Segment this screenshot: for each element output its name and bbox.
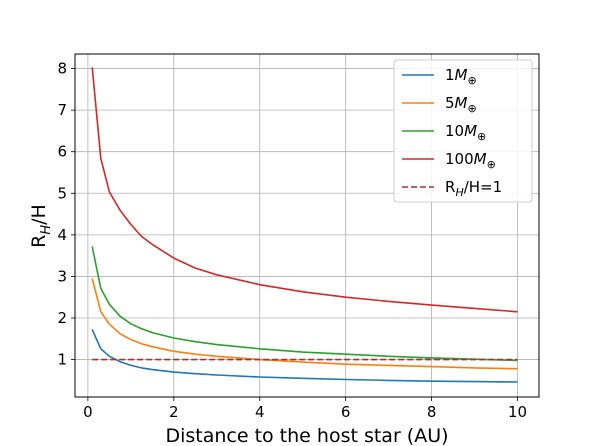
legend-label-count: 10 (445, 122, 464, 140)
series-line-5m (91, 278, 518, 370)
x-tick-label: 8 (427, 403, 437, 421)
legend-box (393, 59, 533, 203)
legend: 1M⊕5M⊕10M⊕100M⊕RH/H=1 (393, 59, 533, 203)
legend-label-var: M (455, 94, 468, 112)
legend-label-sub: ⊕ (477, 130, 486, 143)
legend-label-var: M (464, 122, 477, 140)
x-tick-label: 6 (341, 403, 351, 421)
legend-label-count: 1 (445, 66, 455, 84)
x-tick-label: 4 (255, 403, 265, 421)
legend-label-sub: ⊕ (487, 158, 496, 171)
x-tick-label: 0 (83, 403, 93, 421)
legend-label: 1M⊕ (445, 66, 477, 87)
y-tick-label: 7 (57, 101, 67, 119)
y-tick-label: 1 (57, 351, 67, 369)
y-tick-label: 2 (57, 309, 67, 327)
legend-label-sub: ⊕ (468, 102, 477, 115)
plot-frame (74, 53, 540, 398)
legend-label-sub: ⊕ (468, 74, 477, 87)
y-tick-label: 3 (57, 267, 67, 285)
legend-label: 5M⊕ (445, 94, 477, 115)
x-axis-label: Distance to the host star (AU) (165, 425, 448, 446)
series-layer (91, 67, 518, 383)
legend-label: 10M⊕ (445, 122, 486, 143)
legend-label: RH/H=1 (445, 178, 502, 199)
y-axis-label-tail: /H (28, 204, 50, 225)
series-line-10m (91, 246, 518, 362)
legend-label-var: M (474, 150, 487, 168)
legend-label-var: M (455, 66, 468, 84)
legend-label-count: 100 (445, 150, 474, 168)
y-axis-label: RH/H (28, 204, 54, 248)
legend-label-base: R (445, 178, 455, 196)
legend-label-sub: H (455, 186, 463, 199)
legend-label-tail: /H=1 (464, 178, 502, 196)
series-line-100m (91, 67, 518, 313)
series-line-1m (91, 329, 518, 383)
y-tick-label: 8 (57, 60, 67, 78)
legend-label-count: 5 (445, 94, 455, 112)
y-tick-label: 5 (57, 184, 67, 202)
y-tick-label: 4 (57, 226, 67, 244)
legend-label: 100M⊕ (445, 150, 496, 171)
y-tick-label: 6 (57, 143, 67, 161)
y-axis-label-sub: H (39, 225, 54, 235)
y-axis-label-base: R (28, 235, 50, 248)
x-tick-label: 10 (508, 403, 527, 421)
x-tick-label: 2 (169, 403, 179, 421)
